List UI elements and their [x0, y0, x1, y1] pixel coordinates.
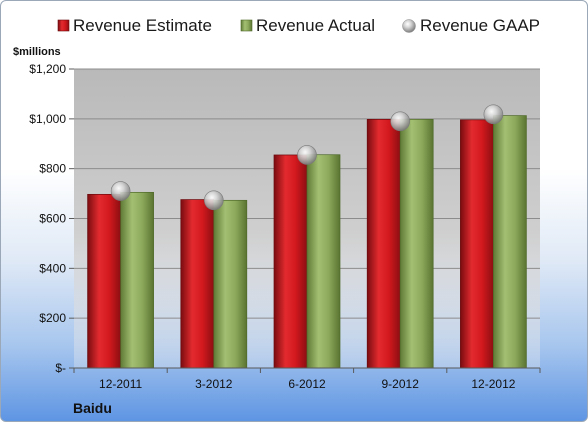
company-name: Baidu [73, 400, 112, 416]
y-tick-label: $600 [39, 212, 66, 226]
bar-revenue-estimate [366, 118, 401, 369]
x-tick-label: 12-2011 [99, 377, 142, 391]
y-tick-label: $1,200 [29, 62, 66, 76]
marker-revenue-gaap [204, 190, 224, 211]
x-tick-label: 12-2012 [471, 377, 515, 391]
bar-revenue-actual [306, 154, 341, 369]
bar-revenue-estimate [180, 199, 215, 369]
bar-revenue-actual [493, 115, 527, 369]
bar-revenue-actual [213, 199, 248, 369]
y-tick-label: $- [55, 361, 66, 375]
y-tick-label: $200 [39, 311, 66, 325]
bar-revenue-actual [399, 118, 434, 369]
bar-revenue-estimate [273, 154, 308, 369]
bar-revenue-actual [120, 191, 154, 369]
marker-revenue-gaap [110, 181, 131, 201]
legend: Revenue Estimate Revenue Actual Revenue … [57, 16, 540, 35]
legend-swatch-actual [240, 19, 253, 32]
y-axis-ticks: $- $200 $400 $600 $800 $1,000 $1,200 [29, 62, 74, 375]
x-tick-label: 6-2012 [288, 377, 326, 391]
bars [87, 115, 527, 369]
marker-revenue-gaap [297, 145, 317, 165]
y-tick-label: $1,000 [29, 112, 66, 126]
bar-revenue-estimate [460, 119, 494, 369]
legend-label-estimate: Revenue Estimate [73, 16, 212, 35]
legend-swatch-gaap [402, 19, 416, 33]
x-axis-ticks: 12-2011 3-2012 6-2012 9-2012 12-2012 [73, 368, 541, 391]
x-tick-label: 3-2012 [195, 377, 233, 391]
y-tick-label: $800 [39, 162, 66, 176]
gaap-markers [110, 104, 504, 211]
y-tick-label: $400 [39, 261, 66, 275]
marker-revenue-gaap [483, 104, 504, 125]
bar-revenue-estimate [87, 193, 121, 369]
y-axis-unit-label: $millions [13, 46, 61, 58]
legend-label-gaap: Revenue GAAP [420, 16, 540, 35]
legend-label-actual: Revenue Actual [256, 16, 375, 35]
marker-revenue-gaap [390, 111, 411, 132]
legend-swatch-estimate [57, 19, 70, 32]
x-tick-label: 9-2012 [382, 377, 420, 391]
